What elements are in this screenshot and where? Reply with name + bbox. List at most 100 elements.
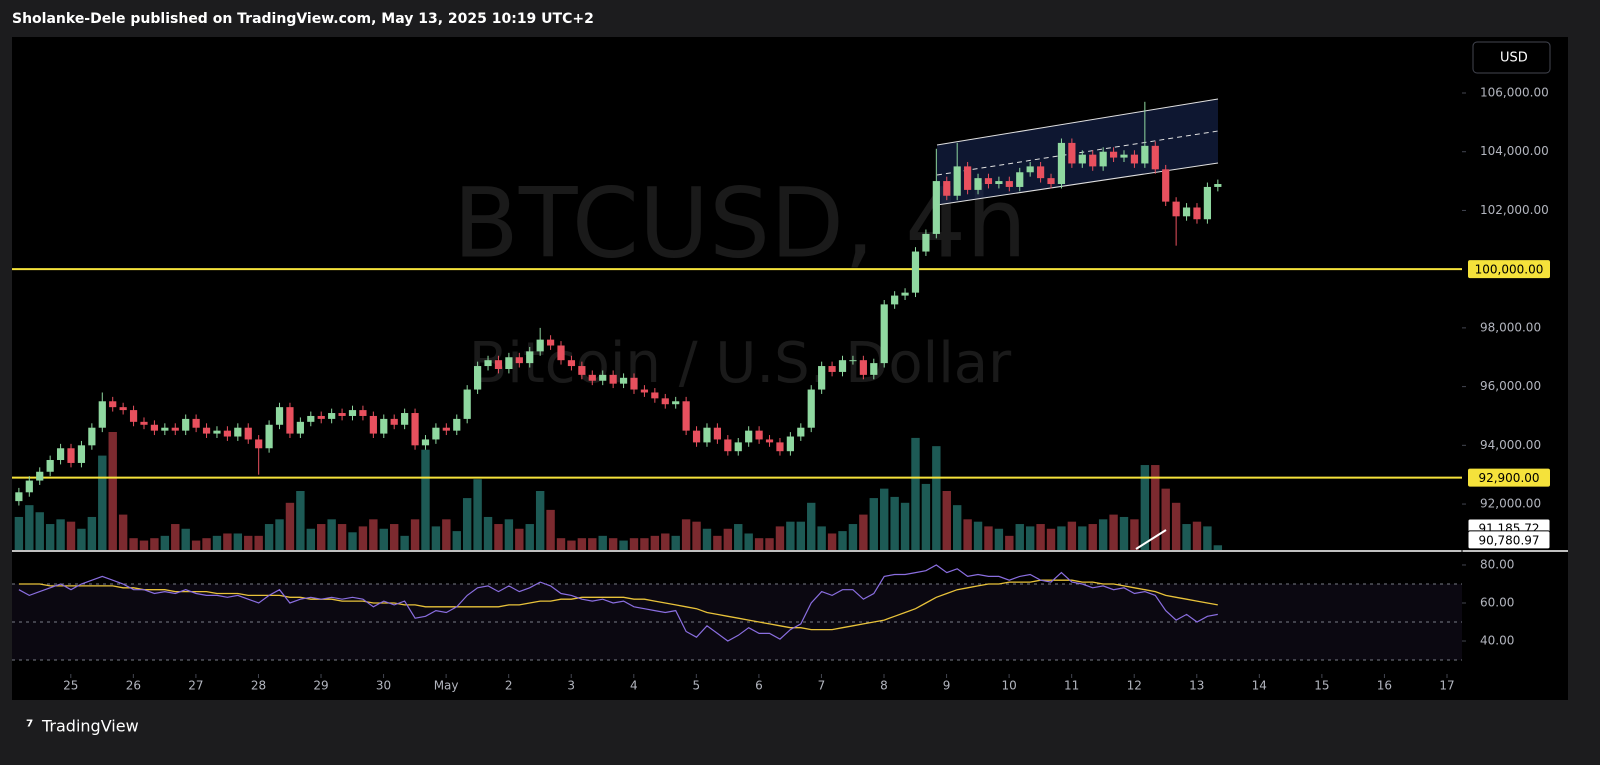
volume-bar <box>244 535 253 550</box>
candle-body <box>1078 154 1086 164</box>
candle-body <box>338 413 346 416</box>
candle-body <box>56 448 65 461</box>
volume-bar <box>275 519 284 550</box>
volume-bar <box>963 519 972 550</box>
volume-bar <box>1005 535 1014 550</box>
x-tick-label: 8 <box>880 679 888 693</box>
candle-body <box>494 360 503 369</box>
value-label-box <box>1467 530 1551 550</box>
candle-body <box>129 410 138 422</box>
volume-bar <box>515 528 524 550</box>
x-tick-label: 9 <box>943 679 951 693</box>
volume-bar <box>431 526 441 550</box>
candle-body <box>870 363 878 375</box>
volume-bar <box>525 524 534 550</box>
candle-body <box>891 295 899 305</box>
volume-bar <box>734 524 743 550</box>
volume-bar <box>577 538 587 550</box>
volume-bar <box>848 524 858 550</box>
candle-body <box>964 166 972 190</box>
candle-body <box>1047 178 1055 185</box>
candle-body <box>1016 172 1024 187</box>
volume-bar <box>171 524 180 550</box>
x-tick-label: 7 <box>818 679 826 693</box>
volume-bar <box>129 538 138 550</box>
candle-body <box>619 377 628 384</box>
candle-body <box>818 366 826 390</box>
candle-body <box>432 427 440 440</box>
volume-bar <box>1036 524 1045 550</box>
x-tick-label: 15 <box>1314 679 1329 693</box>
candle-body <box>995 181 1003 185</box>
volume-bar <box>723 528 733 550</box>
candle-body <box>1057 142 1066 185</box>
x-tick-label: 11 <box>1064 679 1079 693</box>
publish-header: Sholanke-Dele published on TradingView.c… <box>12 11 594 27</box>
watermark-description: Bitcoin / U.S. Dollar <box>469 331 1012 396</box>
volume-bar <box>150 538 159 550</box>
volume-bar <box>640 538 649 550</box>
candle-body <box>182 418 190 431</box>
volume-bar <box>358 526 368 550</box>
volume-bar <box>98 455 107 550</box>
candle-body <box>755 430 763 440</box>
volume-bar <box>1140 465 1150 550</box>
volume-bar <box>494 524 503 550</box>
x-tick-label: 16 <box>1377 679 1392 693</box>
candle-body <box>244 427 252 440</box>
candle-body <box>442 427 450 431</box>
volume-bar <box>337 524 347 550</box>
candle-body <box>734 442 742 452</box>
value-label: 90,780.97 <box>1478 533 1539 547</box>
candle-body <box>786 436 794 452</box>
volume-bar <box>650 535 660 550</box>
chart-area <box>12 37 1568 700</box>
volume-bar <box>25 505 34 550</box>
candle-body <box>807 389 815 428</box>
candle-body <box>109 401 117 408</box>
volume-bar <box>1130 519 1139 550</box>
candle-body <box>307 415 315 422</box>
volume-bar <box>1057 526 1066 550</box>
candle-body <box>202 427 211 434</box>
rsi-ma-line <box>18 579 1218 631</box>
rsi-band-fill <box>12 583 1462 661</box>
rsi-tick-label: 40.00 <box>1480 634 1514 648</box>
volume-bar <box>202 538 211 550</box>
axis-mask <box>1466 552 1566 553</box>
candle-body <box>421 439 430 446</box>
volume-bar <box>1192 521 1202 550</box>
currency-button[interactable] <box>1472 41 1551 74</box>
channel-top <box>936 98 1219 146</box>
volume-bar <box>327 519 336 550</box>
volume-bar <box>77 528 86 550</box>
candle-body <box>943 181 951 196</box>
volume-bar <box>473 479 482 550</box>
brand-logo-mark: ⁷ <box>26 717 33 737</box>
candle-body <box>922 233 930 252</box>
volume-bar <box>775 526 785 550</box>
volume-bar <box>35 512 44 550</box>
candle-body <box>1089 154 1097 167</box>
volume-bar <box>254 535 263 550</box>
volume-bar <box>629 538 639 550</box>
volume-bar <box>942 491 951 550</box>
volume-bar <box>556 538 566 550</box>
volume-bar <box>108 432 117 550</box>
rsi-line <box>18 564 1218 642</box>
volume-bar <box>952 505 962 550</box>
volume-bar <box>859 514 868 550</box>
volume-bar <box>369 519 378 550</box>
channel-bottom <box>936 162 1219 206</box>
price-line-label-box <box>1468 468 1550 487</box>
channel-middle <box>936 130 1219 176</box>
x-tick-label: 14 <box>1252 679 1267 693</box>
candle-body <box>380 418 388 434</box>
x-tick-label: 27 <box>188 679 203 693</box>
volume-bar <box>160 535 170 550</box>
volume-bar <box>598 535 607 550</box>
candle-body <box>88 427 96 446</box>
volume-bar <box>702 528 712 550</box>
candle-body <box>745 430 753 443</box>
